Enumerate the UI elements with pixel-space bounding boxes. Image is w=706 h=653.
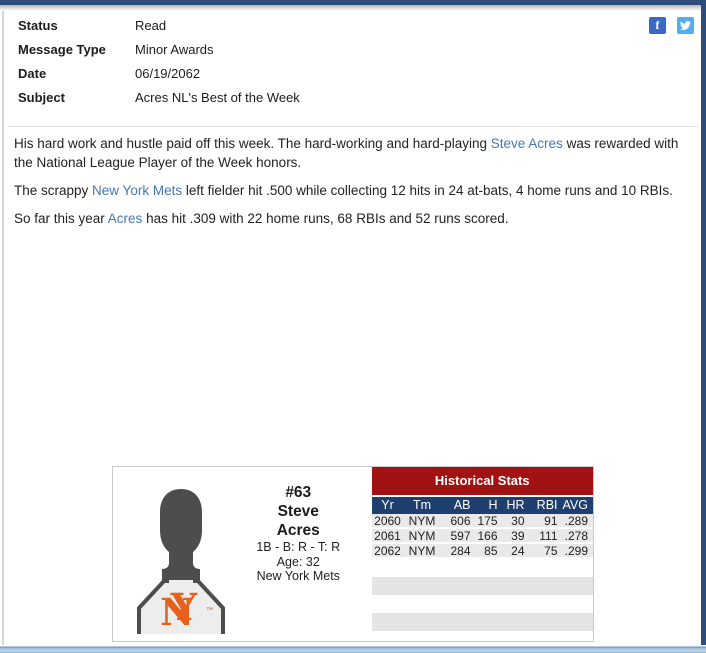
player-card: N Y ™ #63 Steve Acres 1B - B: R - T: R A… — [112, 466, 594, 642]
paragraph-1-text-after: was rewarded with the National League Pl… — [14, 136, 679, 170]
twitter-icon — [680, 21, 691, 30]
col-yr: Yr — [381, 498, 394, 512]
status-label: Status — [18, 18, 58, 33]
cell-rbi: 111 — [539, 529, 558, 543]
player-silhouette-icon: N Y ™ — [137, 489, 225, 638]
historical-stats-panel: Historical Stats Yr Tm AB H HR RBI AVG 2… — [371, 467, 593, 641]
col-hr: HR — [506, 498, 525, 512]
team-link[interactable]: New York Mets — [92, 183, 183, 198]
player-age: Age: 32 — [276, 554, 320, 569]
cell-avg: .299 — [564, 544, 588, 558]
empty-stats-row — [372, 559, 593, 577]
col-tm: Tm — [412, 498, 432, 512]
subject-value: Acres NL's Best of the Week — [135, 90, 300, 105]
social-share-buttons: f — [649, 17, 694, 34]
message-type-label: Message Type — [18, 42, 106, 57]
player-info: #63 Steve Acres 1B - B: R - T: R Age: 32… — [229, 467, 372, 641]
cell-ab: 606 — [450, 514, 471, 528]
window-top-accent-bar — [0, 0, 706, 5]
jersey-number: #63 — [285, 484, 312, 501]
message-header: Status Read Message Type Minor Awards Da… — [18, 14, 300, 110]
stats-row-2060: 2060 NYM 606 175 30 91 .289 — [371, 514, 593, 529]
cell-yr: 2062 — [374, 544, 401, 558]
trademark-mark: ™ — [206, 607, 213, 614]
mets-logo-n: N — [160, 590, 194, 634]
top-gradient-strip — [0, 5, 706, 11]
player-link-short[interactable]: Acres — [107, 211, 143, 226]
cell-hr: 30 — [511, 514, 525, 528]
stats-row-2062: 2062 NYM 284 85 24 75 .299 — [371, 544, 593, 559]
cell-hr: 24 — [511, 544, 525, 558]
player-photo: N Y ™ — [113, 467, 229, 641]
empty-stats-row — [372, 631, 593, 641]
message-type-value: Minor Awards — [135, 42, 214, 57]
cell-tm: NYM — [408, 529, 436, 543]
cell-ab: 284 — [450, 544, 471, 558]
paragraph-2: The scrappy New York Mets left fielder h… — [14, 181, 696, 200]
paragraph-3: So far this year Acres has hit .309 with… — [14, 209, 696, 228]
window-right-accent-bar — [701, 0, 706, 653]
cell-avg: .278 — [564, 529, 588, 543]
cell-h: 166 — [477, 529, 498, 543]
player-team: New York Mets — [256, 569, 340, 583]
player-card-left: N Y ™ #63 Steve Acres 1B - B: R - T: R A… — [113, 467, 372, 641]
paragraph-2-text-after: left fielder hit .500 while collecting 1… — [182, 183, 673, 198]
empty-stats-row — [372, 595, 593, 613]
facebook-share-button[interactable]: f — [649, 17, 666, 34]
cell-avg: .289 — [564, 514, 588, 528]
player-last-name: Acres — [276, 522, 320, 539]
player-link[interactable]: Steve Acres — [490, 136, 563, 151]
stats-column-headers: Yr Tm AB H HR RBI AVG — [371, 497, 593, 514]
status-value: Read — [135, 18, 167, 33]
player-first-name: Steve — [277, 503, 319, 520]
cell-tm: NYM — [408, 544, 436, 558]
cell-rbi: 91 — [544, 514, 558, 528]
header-divider — [8, 126, 698, 127]
cell-rbi: 75 — [544, 544, 558, 558]
paragraph-1-text: His hard work and hustle paid off this w… — [14, 136, 491, 151]
col-h: H — [488, 498, 498, 512]
empty-stats-row — [371, 577, 593, 595]
stats-gap — [371, 495, 593, 497]
stats-title: Historical Stats — [371, 467, 593, 495]
col-avg: AVG — [562, 498, 588, 512]
cell-tm: NYM — [408, 514, 436, 528]
subject-label: Subject — [18, 90, 65, 105]
window-bottom-bar — [0, 645, 706, 653]
window-left-border — [2, 5, 4, 653]
paragraph-3-text-after: has hit .309 with 22 home runs, 68 RBIs … — [142, 211, 509, 226]
cell-hr: 39 — [511, 529, 525, 543]
date-value: 06/19/2062 — [135, 66, 201, 81]
stats-row-2061: 2061 NYM 597 166 39 111 .278 — [371, 529, 593, 544]
col-ab: AB — [453, 498, 471, 512]
empty-stats-row — [371, 613, 593, 631]
cell-h: 85 — [484, 544, 498, 558]
cell-yr: 2061 — [374, 529, 401, 543]
paragraph-2-text: The scrappy — [14, 183, 93, 198]
player-position-bats-throws: 1B - B: R - T: R — [256, 540, 341, 554]
col-rbi: RBI — [536, 498, 558, 512]
twitter-share-button[interactable] — [677, 17, 694, 34]
cell-yr: 2060 — [374, 514, 401, 528]
date-label: Date — [18, 66, 47, 81]
facebook-icon: f — [655, 18, 660, 32]
message-body: His hard work and hustle paid off this w… — [14, 134, 696, 237]
mets-logo-y: Y — [170, 585, 198, 629]
paragraph-1: His hard work and hustle paid off this w… — [14, 134, 696, 172]
paragraph-3-text: So far this year — [14, 211, 108, 226]
cell-h: 175 — [477, 514, 498, 528]
cell-ab: 597 — [450, 529, 471, 543]
